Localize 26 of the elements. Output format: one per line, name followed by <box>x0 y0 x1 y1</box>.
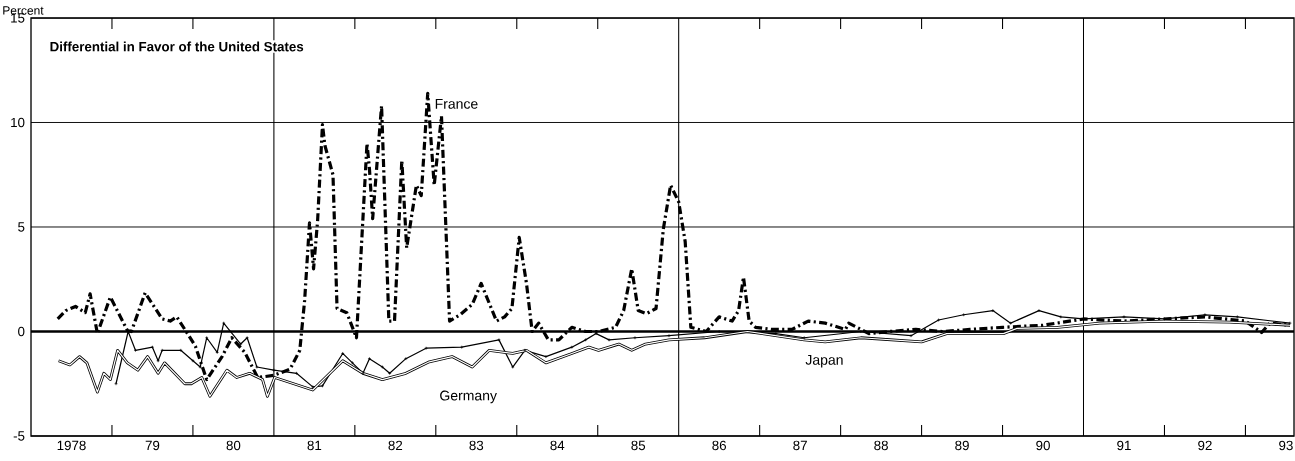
x-tick-label: 89 <box>955 440 969 451</box>
x-tick-label: 81 <box>307 440 322 451</box>
text: Differential in Favor of the United States <box>50 41 304 52</box>
x-tick-label: 92 <box>1198 440 1212 451</box>
y-tick-label: 10 <box>11 117 25 128</box>
y-tick-label: 15 <box>11 13 25 23</box>
x-tick-label: 79 <box>145 440 160 451</box>
x-tick-label: 80 <box>226 440 241 451</box>
x-tick-label: 86 <box>712 440 727 451</box>
series-label: Japan <box>805 355 843 368</box>
x-tick-label: 85 <box>631 440 646 451</box>
x-tick-label: 91 <box>1117 440 1131 451</box>
text: Germany <box>440 390 497 404</box>
x-tick-label: 1978 <box>57 440 86 451</box>
x-tick-label: 88 <box>874 440 888 451</box>
x-tick-label: 82 <box>388 440 403 451</box>
x-tick-label: 93 <box>1279 440 1293 451</box>
series-label: France <box>435 99 478 109</box>
x-tick-label: 84 <box>550 440 565 451</box>
y-axis-title: Percent <box>3 6 44 15</box>
y-tick-label: -5 <box>13 431 25 441</box>
x-tick-label: 87 <box>793 440 807 451</box>
y-tick-label: 0 <box>18 326 25 337</box>
x-tick-label: 83 <box>469 440 484 451</box>
y-tick-label: 5 <box>18 222 25 232</box>
x-tick-label: 90 <box>1036 440 1050 451</box>
